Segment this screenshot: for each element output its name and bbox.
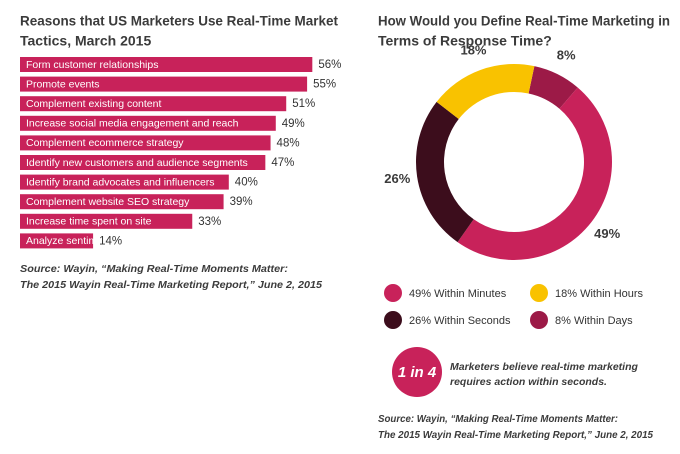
category-label: Increase time spent on site (26, 216, 152, 228)
source: The 2015 Wayin Real-Time Marketing Repor… (20, 279, 322, 291)
legend-label: 8% Within Days (555, 315, 633, 327)
bar (20, 194, 224, 210)
legend-swatch (530, 311, 548, 329)
source: The 2015 Wayin Real-Time Marketing Repor… (378, 429, 653, 441)
category-label: Identify brand advocates and influencers (26, 176, 215, 188)
bar (20, 57, 313, 72)
value-label: 55% (313, 79, 336, 91)
legend-swatch (384, 284, 402, 302)
category-label: Identify new customers and audience segm… (26, 157, 248, 169)
source: Source: Wayin, “Making Real-Time Moments… (20, 263, 288, 275)
bar (20, 233, 94, 249)
donut-slice (457, 87, 612, 260)
legend-label: 18% Within Hours (555, 288, 644, 300)
callout-text: Marketers believe real-time marketing (450, 361, 639, 373)
bar (20, 76, 308, 92)
legend-label: 26% Within Seconds (409, 315, 511, 327)
category-label: Complement ecommerce strategy (26, 137, 184, 149)
bar (20, 115, 276, 131)
chart-title: Reasons that US Marketers Use Real-Time … (20, 13, 338, 29)
legend-label: 49% Within Minutes (409, 288, 507, 300)
callout-badge (392, 347, 442, 397)
bar (20, 155, 266, 170)
value-label: 40% (235, 177, 258, 189)
legend-swatch (530, 284, 548, 302)
category-label: Complement website SEO strategy (26, 196, 190, 208)
bar (20, 213, 193, 229)
legend-swatch (384, 311, 402, 329)
value-label: 56% (318, 59, 341, 71)
callout-text: requires action within seconds. (450, 376, 607, 388)
value-label: 18% (460, 43, 486, 58)
value-label: 47% (271, 157, 294, 169)
category-label: Complement existing content (26, 98, 161, 110)
bar (20, 135, 271, 151)
value-label: 49% (282, 118, 305, 130)
category-label: Increase social media engagement and rea… (26, 118, 239, 130)
donut-slice (415, 101, 474, 243)
donut-slice (528, 66, 578, 109)
value-label: 48% (277, 137, 300, 149)
bar (20, 96, 287, 112)
chart-title: Tactics, March 2015 (20, 33, 151, 49)
bar (20, 174, 229, 190)
category-label: Analyze sentiment (26, 235, 112, 247)
value-label: 8% (557, 48, 576, 63)
category-label: Form customer relationships (26, 59, 158, 71)
chart-title: How Would you Define Real-Time Marketing… (378, 13, 670, 29)
value-label: 51% (292, 98, 315, 110)
source: Source: Wayin, “Making Real-Time Moments… (378, 413, 618, 425)
callout-label: 1 in 4 (398, 364, 437, 381)
value-label: 26% (384, 171, 410, 186)
value-label: 14% (99, 235, 122, 247)
value-label: 49% (594, 226, 620, 241)
category-label: Promote events (26, 78, 100, 90)
chart-title: Terms of Response Time? (378, 33, 552, 49)
value-label: 39% (230, 196, 253, 208)
value-label: 33% (198, 216, 221, 228)
donut-slice (436, 63, 535, 120)
